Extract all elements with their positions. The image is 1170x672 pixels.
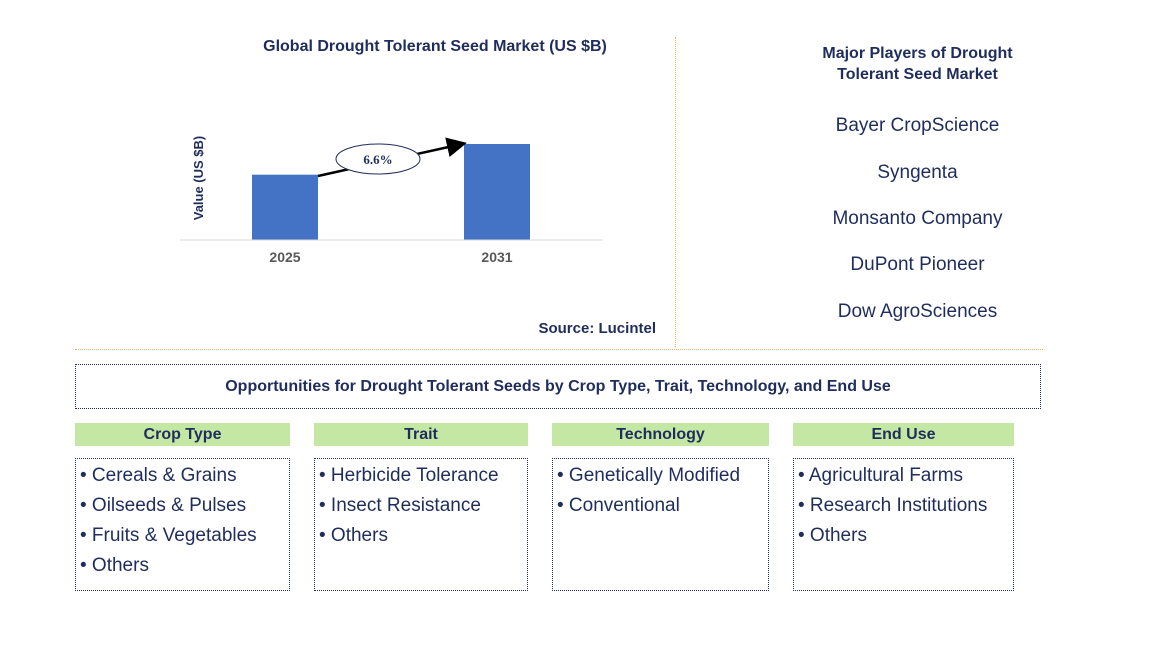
horizontal-divider bbox=[75, 349, 1043, 350]
bar-chart: Value (US $B) 2025 2031 6.6% bbox=[180, 136, 603, 265]
players-title-line1: Major Players of Drought bbox=[822, 45, 1013, 62]
category-header-crop-type: Crop Type bbox=[75, 423, 290, 446]
category-list-crop-type: • Cereals & Grains • Oilseeds & Pulses •… bbox=[75, 458, 290, 591]
category-list-end-use: • Agricultural Farms • Research Institut… bbox=[793, 458, 1014, 591]
list-item: • Insect Resistance bbox=[319, 495, 481, 516]
player-item: Monsanto Company bbox=[832, 208, 1003, 229]
list-item: • Genetically Modified bbox=[557, 465, 741, 486]
cagr-ellipse bbox=[335, 143, 421, 175]
list-item: • Research Institutions bbox=[798, 495, 988, 516]
bar-2031 bbox=[464, 144, 530, 240]
list-item: • Cereals & Grains bbox=[80, 465, 237, 486]
chart-title: Global Drought Tolerant Seed Market (US … bbox=[263, 38, 607, 55]
list-item: • Others bbox=[319, 525, 388, 546]
players-title: Major Players of Drought Tolerant Seed M… bbox=[800, 43, 1035, 85]
player-item: Bayer CropScience bbox=[835, 115, 1000, 136]
players-title-line2: Tolerant Seed Market bbox=[837, 66, 998, 83]
list-item: • Oilseeds & Pulses bbox=[80, 495, 247, 516]
vertical-divider bbox=[675, 37, 676, 347]
category-header-technology: Technology bbox=[552, 423, 769, 446]
category-list-technology: • Genetically Modified • Conventional bbox=[552, 458, 769, 591]
list-item: • Others bbox=[80, 555, 149, 576]
list-item: • Agricultural Farms bbox=[798, 465, 964, 486]
x-tick-label: 2031 bbox=[481, 249, 512, 265]
list-item: • Herbicide Tolerance bbox=[319, 465, 499, 486]
opportunities-title: Opportunities for Drought Tolerant Seeds… bbox=[75, 364, 1041, 409]
cagr-label: 6.6% bbox=[363, 152, 392, 167]
source-label: Source: Lucintel bbox=[538, 320, 656, 337]
y-axis-label: Value (US $B) bbox=[191, 136, 206, 221]
bar-2025 bbox=[252, 174, 318, 240]
player-item: Dow AgroSciences bbox=[837, 301, 998, 322]
list-item: • Others bbox=[798, 525, 867, 546]
list-item: • Conventional bbox=[557, 495, 680, 516]
player-item: Syngenta bbox=[877, 162, 958, 183]
list-item: • Fruits & Vegetables bbox=[80, 525, 257, 546]
category-list-trait: • Herbicide Tolerance • Insect Resistanc… bbox=[314, 458, 528, 591]
category-header-trait: Trait bbox=[314, 423, 528, 446]
player-item: DuPont Pioneer bbox=[850, 254, 985, 275]
category-header-end-use: End Use bbox=[793, 423, 1014, 446]
x-tick-label: 2025 bbox=[269, 249, 300, 265]
